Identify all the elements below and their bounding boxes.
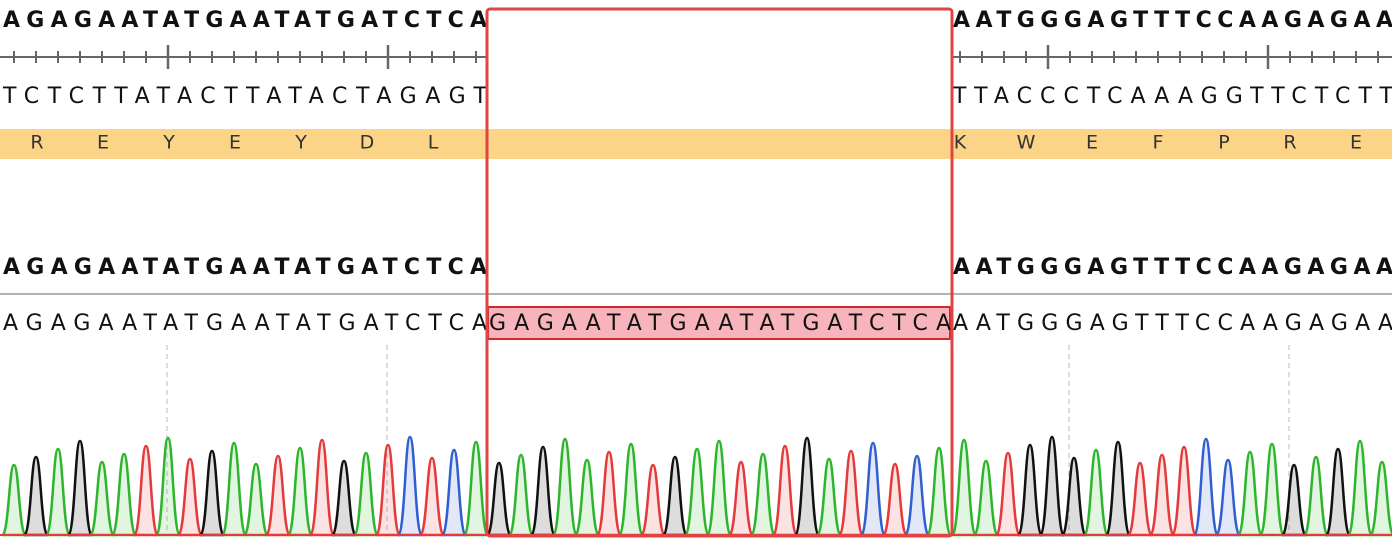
sequence: AGAGAATATGAATATGATCTCA: [3, 8, 487, 33]
amino-acid: Y: [162, 132, 175, 154]
peak: [198, 449, 226, 537]
peak: [1060, 456, 1088, 537]
peak: [1192, 437, 1220, 537]
peak: [1126, 461, 1154, 537]
peak: [485, 461, 513, 537]
peak: [308, 438, 336, 537]
peak: [994, 451, 1022, 537]
peak: [749, 452, 777, 537]
peak: [418, 456, 446, 537]
sequence: TTACCCTCAAAGGTTCTCTT: [952, 84, 1392, 109]
peak: [837, 449, 865, 537]
peak: [529, 445, 557, 537]
peak: [1148, 453, 1176, 537]
peak: [374, 443, 402, 537]
sequence: AATGGGAGTTTCCAAGAGAA: [953, 311, 1392, 336]
peak: [110, 452, 138, 537]
amino-acid: E: [1350, 132, 1362, 154]
peak: [507, 453, 535, 537]
peak: [44, 447, 72, 537]
sequence: AGAGAATATGAATATGATCTCA: [3, 311, 487, 336]
peak: [1368, 460, 1392, 537]
peak: [286, 446, 314, 537]
peak: [793, 436, 821, 537]
ruler: [0, 45, 1392, 69]
translation-band: [0, 129, 1392, 159]
peak: [639, 463, 667, 537]
peak: [440, 448, 468, 537]
peak: [1280, 463, 1308, 537]
peak: [264, 454, 292, 537]
peak: [705, 439, 733, 537]
peak: [595, 450, 623, 537]
amino-acid: L: [428, 132, 439, 154]
amino-acid: E: [1086, 132, 1098, 154]
amino-acid: K: [954, 132, 967, 154]
peak: [132, 444, 160, 537]
peak: [859, 441, 887, 537]
peak: [683, 447, 711, 537]
peak: [903, 454, 931, 537]
amino-acid: F: [1153, 132, 1164, 154]
peak: [727, 460, 755, 537]
amino-acid: D: [360, 132, 375, 154]
amino-acid: R: [30, 132, 43, 154]
peak: [972, 459, 1000, 537]
peak: [881, 462, 909, 537]
peak: [1214, 458, 1242, 537]
amino-acid: R: [1283, 132, 1296, 154]
peak: [1170, 445, 1198, 537]
sequence: AATGGGAGTTTCCAAGAGAA: [953, 255, 1392, 280]
peak: [88, 460, 116, 537]
amino-acid: E: [229, 132, 241, 154]
peak: [1038, 435, 1066, 537]
peak: [242, 462, 270, 537]
sequence: AGAGAATATGAATATGATCTCA: [3, 255, 487, 280]
amino-acid: W: [1017, 132, 1036, 154]
chromatogram: [0, 435, 1392, 537]
peak: [220, 441, 248, 537]
peak: [396, 435, 424, 537]
amino-acid: Y: [294, 132, 307, 154]
peak: [925, 446, 953, 537]
peak: [1302, 455, 1330, 537]
peak: [950, 438, 978, 537]
peak: [1104, 440, 1132, 537]
peak: [551, 437, 579, 537]
peak: [1324, 447, 1352, 537]
insertion-highlight: [487, 306, 951, 340]
peak: [22, 455, 50, 537]
peak: [176, 457, 204, 537]
peak: [352, 451, 380, 537]
peak: [617, 442, 645, 537]
peak: [1346, 439, 1374, 537]
peak: [1016, 443, 1044, 537]
amino-acid: E: [97, 132, 109, 154]
sequence: AATGGGAGTTTCCAAGAGAA: [953, 8, 1392, 33]
peak: [154, 436, 182, 537]
peak: [661, 455, 689, 537]
peak: [771, 444, 799, 537]
peak: [330, 459, 358, 537]
peak: [0, 463, 28, 537]
peak: [462, 440, 490, 537]
amino-acid: P: [1218, 132, 1229, 154]
sequence: GAGAATATGAATATGATCTCA: [489, 311, 951, 336]
peak: [573, 458, 601, 537]
peak: [815, 457, 843, 537]
selection-box: [485, 7, 954, 538]
peak: [66, 439, 94, 537]
peak: [1236, 450, 1264, 537]
peak: [1258, 442, 1286, 537]
peak: [1082, 448, 1110, 537]
sequence: TCTCTTATACTTATACTAGAGT: [2, 84, 488, 109]
